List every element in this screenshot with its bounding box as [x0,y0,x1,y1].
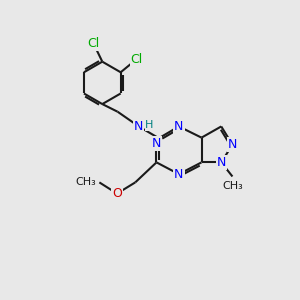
Text: CH₃: CH₃ [222,181,243,191]
Text: Cl: Cl [87,37,100,50]
Text: CH₃: CH₃ [75,177,96,188]
Text: N: N [174,168,184,181]
Text: H: H [145,120,154,130]
Text: N: N [152,137,161,150]
Text: O: O [112,187,122,200]
Text: N: N [217,156,226,169]
Text: N: N [174,120,184,133]
Text: N: N [228,138,237,151]
Text: Cl: Cl [131,52,143,65]
Text: N: N [134,120,143,133]
